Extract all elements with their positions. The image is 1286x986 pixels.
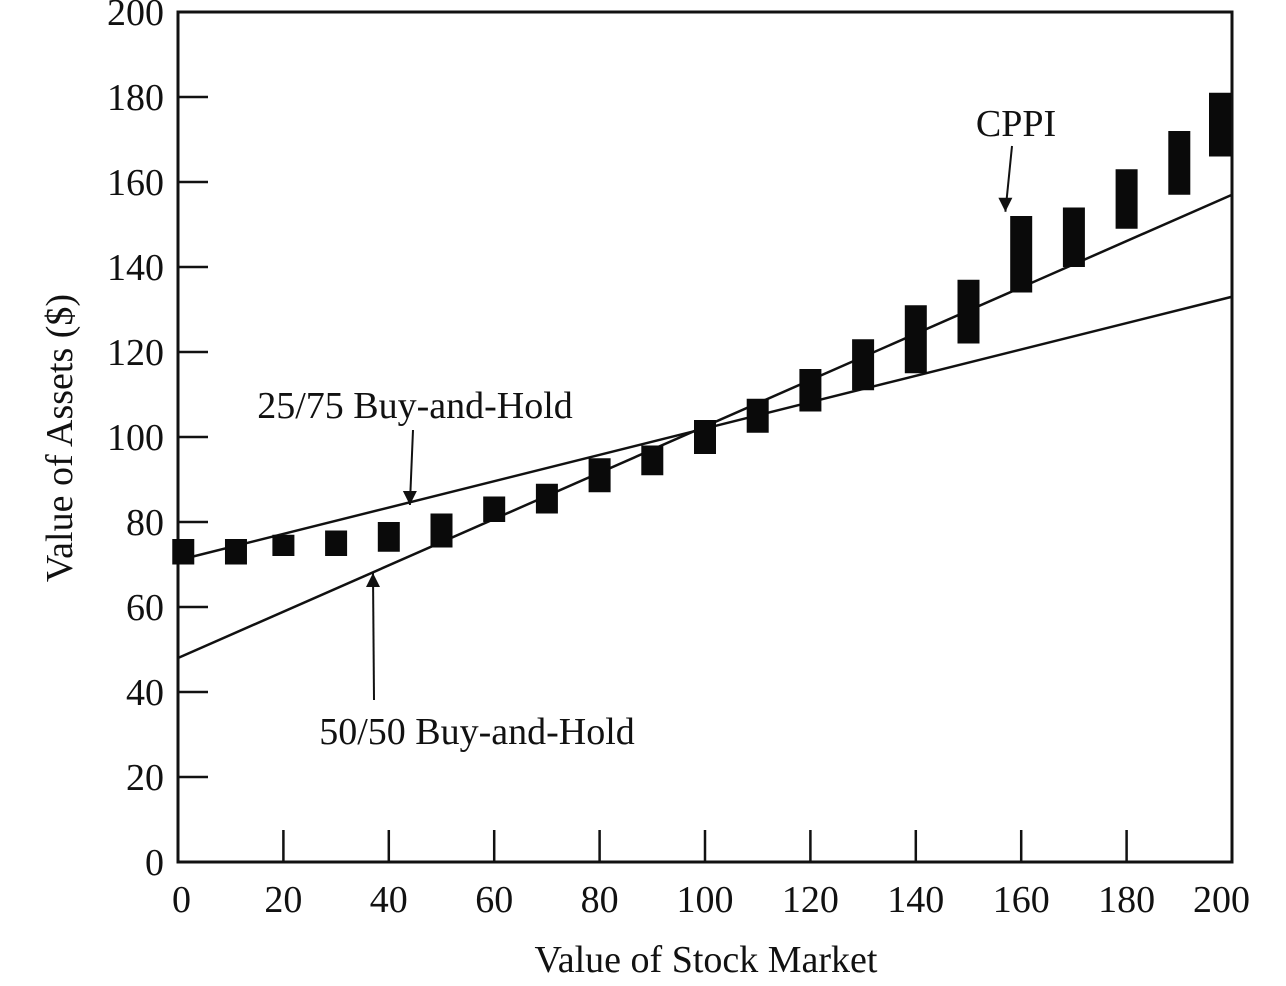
cppi-bar	[588, 458, 611, 493]
axis-ticks: 0 20 40 60 80 100 120 140 160 180 200 0 20 40 60 80 100 1…	[107, 0, 1250, 921]
y-tick-label: 120	[107, 332, 164, 374]
cppi-bar	[535, 483, 558, 514]
cppi-bar	[1168, 131, 1191, 195]
cppi-bar	[957, 279, 980, 344]
cppi-bar	[852, 339, 875, 391]
cppi-bar	[799, 369, 822, 412]
annotation-arrow-head	[998, 197, 1013, 212]
y-tick-label: 100	[107, 417, 164, 459]
cppi-bar	[1209, 92, 1231, 157]
cppi-bar	[694, 420, 716, 454]
annotation-arrow-head	[365, 573, 380, 587]
cppi-bar	[377, 522, 400, 552]
cppi-bar	[746, 398, 769, 433]
y-tick-label: 80	[126, 502, 164, 544]
cppi-bar	[1062, 207, 1085, 267]
cppi-bar	[1115, 169, 1138, 229]
x-axis-title: Value of Stock Market	[535, 939, 878, 981]
x-tick-label: 0	[172, 879, 191, 921]
annotations: CPPI 25/75 Buy-and-Hold 50/50 Buy-and-Hold	[257, 103, 1056, 753]
y-axis-title: Value of Assets ($)	[39, 294, 81, 582]
y-tick-label: 40	[126, 672, 164, 714]
x-tick-label: 200	[1193, 879, 1250, 921]
annotation-arrow-head	[402, 491, 417, 505]
annotation-label: 50/50 Buy-and-Hold	[319, 711, 635, 753]
x-tick-label: 20	[264, 879, 302, 921]
annotation-label: 25/75 Buy-and-Hold	[257, 385, 573, 427]
x-tick-label: 140	[887, 879, 944, 921]
annotation-label: CPPI	[976, 103, 1056, 145]
x-tick-label: 180	[1098, 879, 1155, 921]
y-tick-label: 140	[107, 247, 164, 289]
y-tick-label: 180	[107, 77, 164, 119]
x-tick-label: 160	[993, 879, 1050, 921]
cppi-bars	[172, 92, 1231, 565]
cppi-bar	[430, 513, 453, 548]
cppi-bar	[641, 445, 664, 476]
y-tick-label: 160	[107, 162, 164, 204]
y-tick-label: 20	[126, 757, 164, 799]
cppi-bar	[904, 305, 927, 374]
x-tick-label: 120	[782, 879, 839, 921]
x-tick-label: 40	[370, 879, 408, 921]
x-tick-label: 80	[581, 879, 619, 921]
cppi-bar	[272, 534, 295, 556]
x-tick-label: 100	[677, 879, 734, 921]
cppi-bar	[325, 530, 348, 556]
y-tick-label: 0	[145, 842, 164, 884]
cppi-bar	[483, 496, 506, 522]
cppi-bar	[224, 539, 247, 565]
y-tick-label: 60	[126, 587, 164, 629]
cppi-bar	[1010, 216, 1033, 293]
y-tick-label: 200	[107, 0, 164, 34]
x-tick-label: 60	[475, 879, 513, 921]
cppi-bar	[172, 539, 195, 565]
annotation-arrow-shaft	[371, 572, 375, 701]
